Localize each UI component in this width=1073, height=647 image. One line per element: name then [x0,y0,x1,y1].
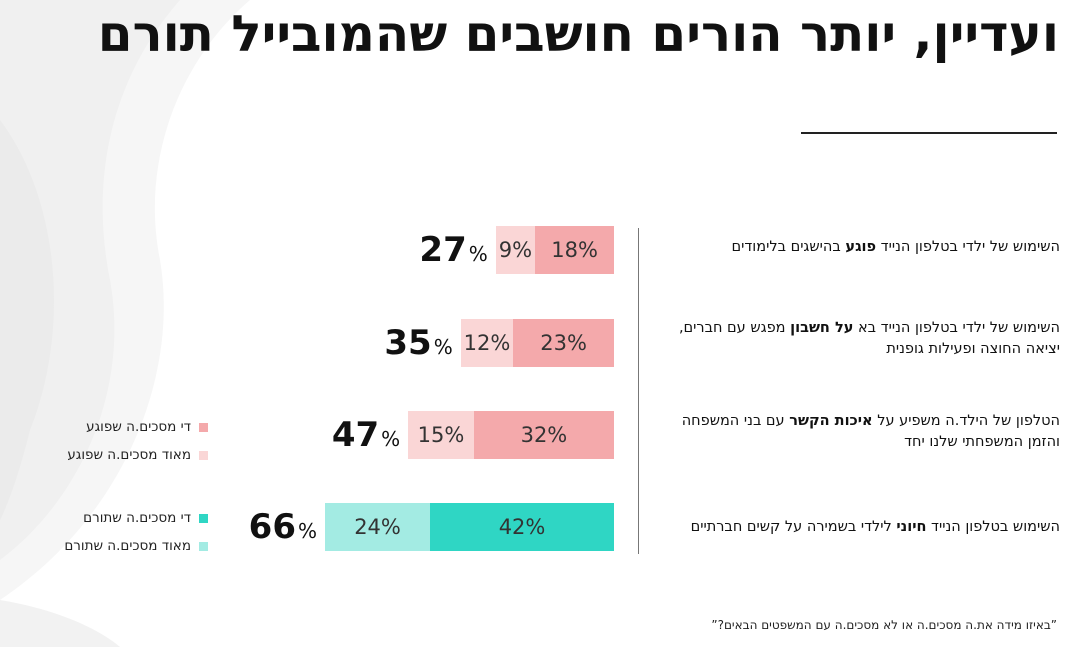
bar-value-label: 9% [498,238,533,262]
total-number: 66 [248,507,296,547]
title-underline [801,132,1057,134]
total-value: 27% [398,230,488,274]
total-percent-sign: % [468,242,488,266]
bar-somewhat-agree: 42% [430,503,614,551]
statement-2: השימוש של ילדי בטלפון הנייד בא על חשבון … [660,318,1060,360]
legend-item: מאוד מסכים.ה שפוגע [67,447,208,463]
total-number: 47 [331,415,380,455]
total-number: 27 [419,230,467,270]
statement-emphasis: פוגע [845,239,877,255]
statement-text: השימוש של ילדי בטלפון הנייד בא [853,320,1060,336]
total-value: 66% [227,507,317,551]
survey-question-footnote: ”באיזו מידה את.ה מסכים.ה או לא מסכים.ה ע… [711,618,1057,632]
legend-item: די מסכים.ה שפוגע [86,419,208,435]
statement-1: השימוש של ילדי בטלפון הנייד פוגע בהישגים… [660,237,1060,258]
statement-text: השימוש של ילדי בטלפון הנייד [876,239,1060,255]
legend-label: די מסכים.ה שתורם [83,510,191,526]
legend-swatch [199,541,208,551]
bar-strongly-agree: 12% [460,319,514,367]
total-value: 47% [310,415,400,459]
bar-value-label: 18% [551,238,598,262]
bar-somewhat-agree: 32% [473,411,614,459]
legend-label: מאוד מסכים.ה שפוגע [67,447,191,463]
total-number: 35 [384,323,432,363]
bar-value-label: 12% [463,331,511,355]
statement-4: השימוש בטלפון הנייד חיוני לילדי בשמירה ע… [660,517,1060,538]
bar-strongly-agree: 15% [408,411,474,459]
chart-divider [638,228,639,554]
legend-label: מאוד מסכים.ה שתורם [64,538,191,554]
legend-swatch [199,422,208,432]
bar-strongly-agree: 9% [495,226,536,274]
statement-text: עם בני המשפחה והזמן המשפחתי שלנו יחד [681,413,1060,450]
bar-strongly-agree: 24% [325,503,431,551]
statement-3: הטלפון של הילד.ה משפיע על איכות הקשר עם … [660,411,1060,453]
legend-swatch [199,513,208,523]
legend-label: די מסכים.ה שפוגע [86,419,191,435]
statement-emphasis: איכות הקשר [789,413,873,429]
total-value: 35% [363,323,453,367]
bar-value-label: 23% [540,331,587,355]
legend-item: מאוד מסכים.ה שתורם [64,538,208,554]
bar-somewhat-agree: 23% [513,319,614,367]
bar-value-label: 15% [417,423,465,447]
legend-item: די מסכים.ה שתורם [83,510,208,526]
statement-text: מפגש עם חברים, יציאה החוצה ופעילות גופני… [678,320,1060,357]
bar-value-label: 42% [498,515,546,539]
statement-text: בהישגים בלימודים [731,239,846,255]
bar-value-label: 24% [354,515,401,539]
total-percent-sign: % [433,335,453,359]
bar-somewhat-agree: 18% [535,226,614,274]
statement-text: לילדי בשמירה על קשים חברתיים [690,519,897,535]
page-title: ועדיין, יותר הורים חושבים שהמובייל תורם [97,5,1059,63]
legend-swatch [199,450,208,460]
statement-emphasis: חיוני [896,519,927,535]
statement-emphasis: על חשבון [790,320,854,336]
bar-value-label: 32% [520,423,568,447]
statement-text: הטלפון של הילד.ה משפיע על [872,413,1060,429]
total-percent-sign: % [297,519,317,543]
statement-text: השימוש בטלפון הנייד [926,519,1060,535]
total-percent-sign: % [381,427,401,451]
